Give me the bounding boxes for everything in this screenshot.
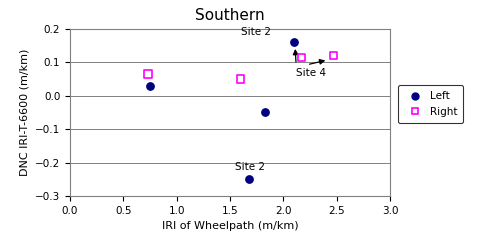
X-axis label: IRI of Wheelpath (m/km): IRI of Wheelpath (m/km)	[162, 221, 298, 231]
Point	[146, 84, 154, 87]
Point	[236, 77, 244, 81]
Point	[330, 54, 338, 57]
Text: Site 2: Site 2	[240, 27, 270, 37]
Point	[298, 56, 306, 60]
Legend: Left, Right: Left, Right	[398, 85, 464, 123]
Point	[144, 72, 152, 76]
Y-axis label: DNC IRI-T-6600 (m/km): DNC IRI-T-6600 (m/km)	[20, 49, 30, 176]
Text: Site 2: Site 2	[236, 162, 266, 172]
Text: Site 4: Site 4	[296, 68, 326, 78]
Title: Southern: Southern	[195, 8, 265, 23]
Point	[245, 177, 253, 181]
Point	[290, 40, 298, 44]
Point	[261, 110, 269, 114]
